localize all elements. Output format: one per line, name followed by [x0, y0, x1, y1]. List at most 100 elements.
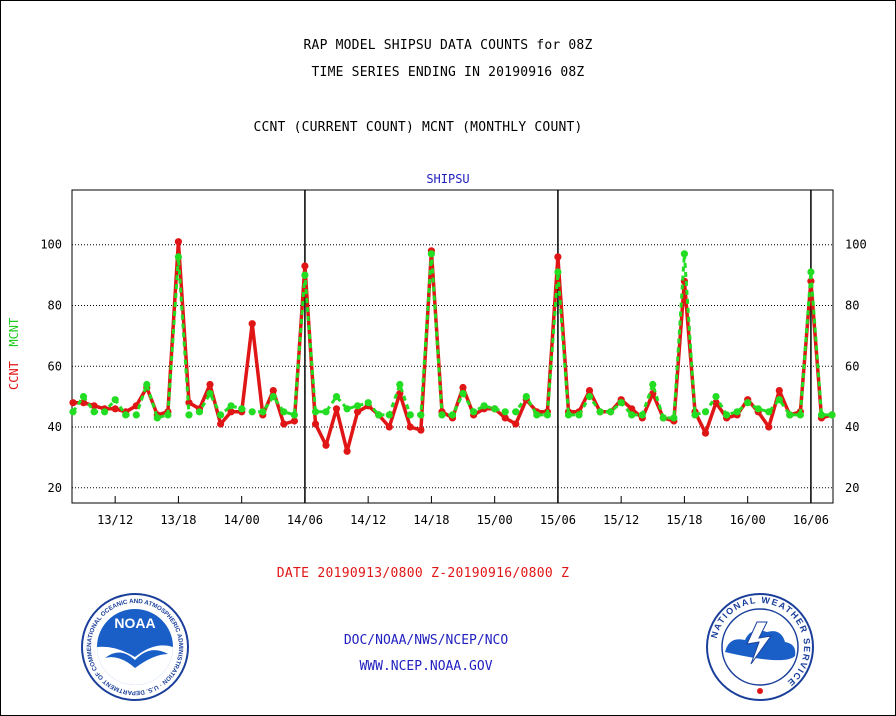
- data-point-ccnt: [701, 429, 710, 437]
- data-point-mcnt: [533, 411, 541, 419]
- data-point-mcnt: [733, 408, 741, 416]
- data-point-ccnt: [554, 253, 562, 261]
- data-point-mcnt: [448, 411, 457, 419]
- data-point-mcnt: [680, 250, 689, 258]
- data-point-ccnt: [343, 447, 351, 455]
- data-point-mcnt: [153, 414, 161, 422]
- data-point-mcnt: [522, 393, 530, 401]
- data-point-mcnt: [259, 408, 267, 416]
- data-point-mcnt: [617, 399, 625, 407]
- noaa-logo-text: NOAA: [114, 615, 155, 631]
- data-point-mcnt: [775, 396, 783, 404]
- data-point-mcnt: [575, 411, 583, 419]
- data-point-mcnt: [248, 408, 256, 416]
- data-point-mcnt: [828, 411, 836, 419]
- nws-logo: NATIONAL WEATHER SERVICE: [706, 593, 814, 701]
- data-point-ccnt: [332, 405, 341, 413]
- data-point-mcnt: [723, 411, 731, 419]
- data-point-mcnt: [438, 411, 446, 419]
- data-point-mcnt: [554, 268, 562, 276]
- footer-url[interactable]: WWW.NCEP.NOAA.GOV: [359, 659, 493, 674]
- x-tick-label: 15/18: [666, 513, 702, 527]
- data-point-ccnt: [385, 423, 393, 431]
- data-point-mcnt: [754, 405, 762, 413]
- x-tick-label: 16/06: [793, 513, 829, 527]
- data-point-ccnt: [512, 420, 520, 428]
- y-tick-label-left: 40: [48, 420, 62, 434]
- data-point-ccnt: [206, 380, 214, 389]
- data-point-mcnt: [301, 271, 309, 279]
- data-point-mcnt: [143, 380, 151, 389]
- data-point-mcnt: [512, 408, 520, 416]
- data-point-mcnt: [670, 414, 678, 422]
- data-point-mcnt: [101, 408, 109, 416]
- data-point-mcnt: [111, 396, 119, 404]
- date-range-label: DATE 20190913/0800 Z-20190916/0800 Z: [276, 566, 570, 581]
- data-point-ccnt: [280, 420, 288, 428]
- data-point-mcnt: [174, 253, 182, 261]
- data-point-mcnt: [227, 402, 235, 410]
- data-point-mcnt: [206, 390, 214, 398]
- data-point-mcnt: [406, 411, 414, 419]
- chart-header-line2: TIME SERIES ENDING IN 20190916 08Z: [311, 65, 585, 80]
- data-point-ccnt: [174, 238, 182, 246]
- data-point-mcnt: [796, 411, 805, 419]
- y-tick-label-right: 100: [845, 238, 867, 252]
- data-point-mcnt: [649, 380, 657, 389]
- data-point-mcnt: [691, 411, 699, 419]
- data-point-ccnt: [269, 387, 277, 395]
- data-point-mcnt: [701, 408, 710, 416]
- data-point-ccnt: [354, 408, 362, 416]
- data-point-mcnt: [343, 405, 351, 413]
- x-tick-label: 14/12: [350, 513, 386, 527]
- data-point-ccnt: [417, 426, 425, 434]
- data-point-mcnt: [596, 408, 604, 416]
- data-point-mcnt: [122, 411, 130, 419]
- x-tick-label: 15/12: [603, 513, 639, 527]
- data-point-mcnt: [354, 402, 362, 410]
- data-point-ccnt: [301, 262, 309, 270]
- x-tick-label: 13/18: [160, 513, 196, 527]
- plot-title: SHIPSU: [426, 172, 470, 186]
- data-point-mcnt: [132, 411, 140, 419]
- data-point-mcnt: [417, 411, 425, 419]
- data-point-mcnt: [638, 411, 646, 419]
- plot-frame: [71, 189, 834, 504]
- data-point-mcnt: [817, 411, 826, 419]
- data-point-mcnt: [628, 411, 636, 419]
- data-point-mcnt: [364, 399, 372, 407]
- y-tick-label-right: 20: [845, 481, 859, 495]
- data-point-ccnt: [765, 423, 773, 431]
- y-tick-label-right: 40: [845, 420, 859, 434]
- y-tick-label-left: 20: [48, 481, 62, 495]
- x-tick-label: 14/00: [224, 513, 260, 527]
- data-point-ccnt: [290, 417, 298, 425]
- x-tick-label: 13/12: [97, 513, 133, 527]
- y-tick-label-right: 80: [845, 298, 859, 312]
- chart-header-line1: RAP MODEL SHIPSU DATA COUNTS for 08Z: [303, 38, 593, 53]
- data-point-ccnt: [90, 402, 98, 410]
- data-point-ccnt: [311, 420, 320, 428]
- data-point-mcnt: [501, 408, 509, 416]
- data-point-mcnt: [79, 393, 88, 401]
- data-point-mcnt: [238, 405, 246, 413]
- data-point-mcnt: [322, 408, 330, 416]
- data-point-mcnt: [185, 411, 193, 419]
- data-point-ccnt: [248, 320, 256, 328]
- noaa-logo: NOAA NATIONAL OCEANIC AND ATMOSPHERIC AD…: [80, 592, 189, 701]
- data-point-mcnt: [332, 393, 341, 401]
- data-point-mcnt: [280, 408, 288, 416]
- data-point-mcnt: [765, 408, 773, 416]
- data-point-mcnt: [427, 250, 435, 258]
- data-point-ccnt: [712, 399, 720, 407]
- y-tick-label-left: 60: [48, 359, 62, 373]
- y-tick-label-left: 100: [40, 238, 62, 252]
- ticks-layer: 20 20 40 40 60 60 80 80 100 100 13/12 13/18 14/00 14/…: [40, 238, 866, 527]
- data-point-mcnt: [712, 393, 720, 401]
- data-point-mcnt: [375, 411, 383, 419]
- data-point-ccnt: [585, 387, 594, 395]
- y-tick-label-left: 80: [48, 298, 62, 312]
- data-point-ccnt: [775, 387, 783, 395]
- data-point-mcnt: [585, 393, 594, 401]
- x-tick-label: 16/00: [730, 513, 766, 527]
